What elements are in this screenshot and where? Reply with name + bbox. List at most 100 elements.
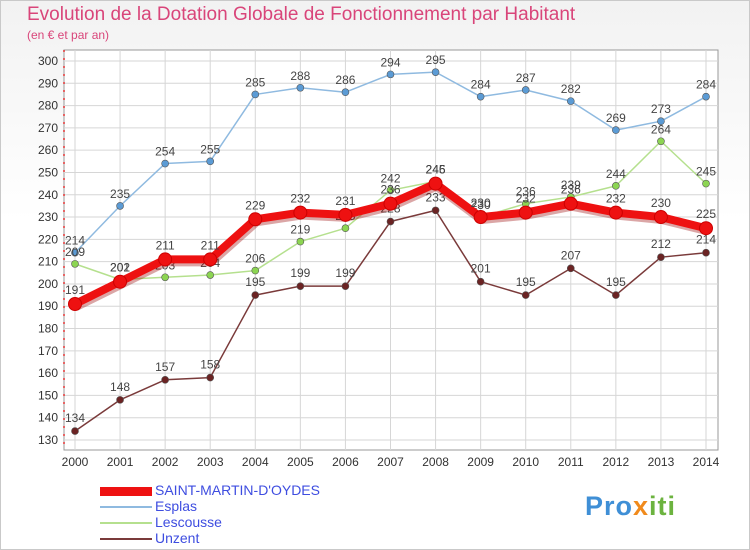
data-label: 214 <box>65 234 85 248</box>
legend-swatch <box>100 522 152 524</box>
data-label: 233 <box>426 190 446 204</box>
data-label: 285 <box>245 75 265 89</box>
x-tick-label: 2001 <box>107 455 134 469</box>
data-label: 269 <box>606 111 626 125</box>
data-point <box>657 117 665 125</box>
data-point <box>612 182 620 190</box>
x-tick-label: 2013 <box>648 455 675 469</box>
data-label: 212 <box>651 237 671 251</box>
legend-label: Esplas <box>155 498 198 514</box>
data-point <box>206 157 215 166</box>
data-label: 232 <box>290 192 310 206</box>
x-tick-label: 2009 <box>467 455 494 469</box>
data-label: 158 <box>200 358 220 372</box>
y-tick-label: 150 <box>38 388 58 402</box>
y-tick-label: 200 <box>38 277 58 291</box>
x-tick-label: 2007 <box>377 455 404 469</box>
chart-title: Evolution de la Dotation Globale de Fonc… <box>27 4 576 25</box>
data-label: 199 <box>290 266 310 280</box>
line-chart: 130 140 150 160 170 180 190 200 210 220 230 240 250 2… <box>38 49 720 469</box>
data-point <box>158 252 173 267</box>
data-label: 195 <box>245 275 265 289</box>
data-point <box>699 221 713 236</box>
data-point <box>702 92 710 101</box>
data-label: 242 <box>380 171 400 185</box>
y-tick-label: 130 <box>38 433 58 447</box>
data-point <box>341 282 350 290</box>
data-label: 239 <box>561 178 581 192</box>
data-point <box>476 92 485 101</box>
y-tick-label: 190 <box>38 299 58 313</box>
data-point <box>476 277 485 286</box>
data-point <box>338 207 353 222</box>
data-label: 206 <box>245 252 265 266</box>
x-tick-label: 2011 <box>558 455 584 469</box>
y-tick-label: 300 <box>38 54 58 68</box>
data-label: 231 <box>335 194 355 208</box>
data-label: 148 <box>110 380 130 394</box>
data-point <box>206 271 215 279</box>
data-point <box>431 206 440 215</box>
data-point <box>566 97 575 105</box>
x-tick-label: 2005 <box>287 455 314 469</box>
data-point <box>386 70 395 79</box>
data-point <box>563 196 578 211</box>
data-label: 284 <box>696 78 716 92</box>
data-label: 211 <box>156 238 175 252</box>
data-label: 294 <box>380 55 400 69</box>
y-tick-label: 260 <box>38 143 58 157</box>
data-point <box>521 291 530 299</box>
data-point <box>566 264 575 273</box>
y-tick-label: 250 <box>38 165 58 179</box>
x-tick-label: 2003 <box>197 455 224 469</box>
data-point <box>116 202 124 210</box>
legend-swatch <box>100 506 152 508</box>
data-point <box>161 273 169 282</box>
legend-label: Lescousse <box>155 514 222 530</box>
data-point <box>293 205 308 220</box>
data-label: 229 <box>245 198 265 212</box>
data-label: 236 <box>561 183 581 197</box>
data-point <box>161 159 169 168</box>
data-label: 209 <box>65 245 85 259</box>
data-point <box>206 373 215 382</box>
data-point <box>608 205 623 220</box>
y-tick-label: 220 <box>38 232 58 246</box>
y-tick-label: 240 <box>38 188 58 202</box>
chart-subtitle: (en € et par an) <box>27 28 110 42</box>
y-tick-label: 280 <box>38 99 58 113</box>
data-label: 264 <box>651 122 671 136</box>
data-point <box>431 68 440 76</box>
proxiti-logo: Proxiti <box>585 491 676 522</box>
data-point <box>386 217 395 226</box>
y-tick-label: 180 <box>38 322 58 336</box>
data-label: 134 <box>65 411 85 425</box>
data-label: 254 <box>155 145 175 159</box>
y-tick-label: 140 <box>38 411 58 425</box>
data-label: 288 <box>290 69 310 83</box>
data-label: 236 <box>516 185 536 199</box>
data-point <box>251 90 260 99</box>
data-label: 245 <box>426 163 446 177</box>
data-point <box>521 86 530 94</box>
data-label: 201 <box>471 262 491 276</box>
data-label: 225 <box>696 207 716 221</box>
data-label: 201 <box>110 261 130 275</box>
data-point <box>383 196 398 211</box>
data-label: 286 <box>335 73 355 87</box>
data-label: 157 <box>155 360 175 374</box>
data-label: 214 <box>696 233 716 247</box>
data-label: 232 <box>606 192 626 206</box>
data-label: 219 <box>290 223 310 237</box>
data-label: 246 <box>426 162 446 176</box>
y-tick-label: 160 <box>38 366 58 380</box>
data-point <box>71 248 79 257</box>
data-label: 230 <box>651 196 671 210</box>
data-label: 284 <box>471 78 491 92</box>
data-point <box>296 83 305 92</box>
logo-part-2: x <box>633 491 650 521</box>
data-point <box>428 176 443 191</box>
data-point <box>161 376 169 384</box>
logo-part-1: Pro <box>585 491 634 521</box>
data-point <box>113 274 128 289</box>
